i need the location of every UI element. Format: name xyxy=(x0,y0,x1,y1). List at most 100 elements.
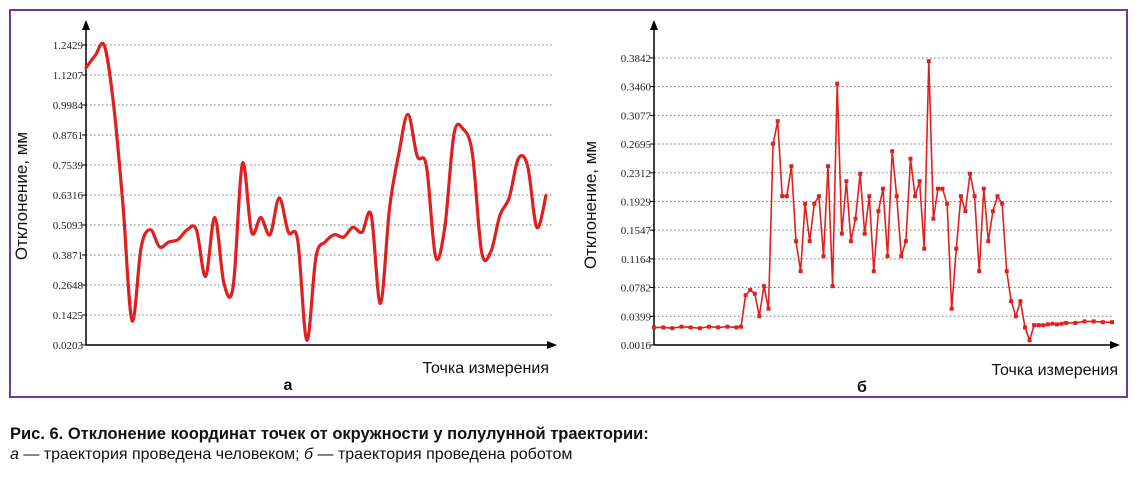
panel-label: б xyxy=(857,379,867,396)
y-tick-label: 0.2648 xyxy=(53,280,84,292)
y-axis-arrow xyxy=(82,20,90,30)
y-axis-label: Отклонение, мм xyxy=(581,141,600,269)
data-point xyxy=(881,186,885,191)
y-tick-label: 0.9984 xyxy=(53,100,84,112)
y-tick-label: 0.0203 xyxy=(53,340,84,352)
data-point xyxy=(734,325,739,330)
data-point xyxy=(780,194,785,199)
y-tick-label: 1.2429 xyxy=(53,40,84,52)
y-tick-label: 0.0782 xyxy=(621,283,651,295)
data-point xyxy=(716,325,721,330)
data-point xyxy=(894,194,899,199)
series-line xyxy=(84,41,548,342)
data-point xyxy=(899,254,904,259)
data-point xyxy=(816,194,821,199)
y-tick-label: 1.1207 xyxy=(53,70,84,82)
caption-subtitle: а — траектория проведена человеком; б — … xyxy=(10,444,1130,466)
data-point xyxy=(652,325,656,330)
data-point xyxy=(1000,201,1005,206)
data-point xyxy=(858,171,863,176)
data-point xyxy=(707,324,711,329)
data-point xyxy=(803,201,808,206)
y-tick-label: 0.1929 xyxy=(621,197,652,209)
y-tick-label: 0.3077 xyxy=(621,110,652,122)
data-point xyxy=(1009,299,1014,304)
data-point xyxy=(1110,320,1114,325)
data-point xyxy=(752,291,757,296)
y-tick-label: 0.2312 xyxy=(621,168,651,180)
data-point xyxy=(725,324,730,329)
data-point xyxy=(661,325,666,330)
y-tick-label: 0.3842 xyxy=(621,53,651,65)
data-point xyxy=(867,194,872,199)
caption-b-letter: б xyxy=(304,446,314,463)
data-point xyxy=(1050,321,1055,326)
data-point xyxy=(748,287,753,292)
data-point xyxy=(922,246,927,251)
y-tick-label: 0.8761 xyxy=(53,130,83,142)
data-point xyxy=(670,326,675,331)
x-axis-label: Точка измерения xyxy=(422,360,549,377)
chart-canvas: 0.0203 0.1425 0.2648 0.3871 0.5093 0.6316 0.75… xyxy=(12,20,1120,396)
data-point xyxy=(1027,338,1032,343)
y-tick-label: 0.1547 xyxy=(621,225,652,237)
y-tick-label: 0.1425 xyxy=(53,310,84,322)
data-point xyxy=(1100,320,1105,325)
data-point xyxy=(775,119,780,124)
data-point xyxy=(949,306,954,311)
data-point xyxy=(1055,322,1059,327)
data-point xyxy=(1045,322,1050,327)
data-point xyxy=(1082,319,1087,324)
panel-label: а xyxy=(284,377,293,394)
data-point xyxy=(917,179,922,184)
data-point xyxy=(1004,269,1009,274)
data-point xyxy=(940,186,945,191)
data-point xyxy=(990,209,995,214)
data-point xyxy=(968,171,972,176)
data-point xyxy=(1036,323,1041,328)
data-point xyxy=(945,201,950,206)
data-point xyxy=(784,194,789,199)
data-point xyxy=(766,306,771,311)
x-axis-arrow xyxy=(1110,341,1120,349)
data-point xyxy=(812,201,817,206)
data-point xyxy=(1041,323,1046,328)
y-tick-label: 0.3460 xyxy=(621,82,652,94)
data-point xyxy=(1013,314,1018,319)
caption-a-text: — траектория проведена человеком; xyxy=(18,446,305,463)
data-point xyxy=(794,239,798,244)
data-point xyxy=(876,209,881,214)
y-axis-arrow xyxy=(650,20,658,30)
caption-b-text: — траектория проведена роботом xyxy=(313,446,573,463)
data-point xyxy=(908,156,913,161)
y-tick-label: 0.5093 xyxy=(53,220,84,232)
data-point xyxy=(1091,319,1096,324)
data-point xyxy=(835,81,840,86)
data-point xyxy=(739,324,743,329)
data-point xyxy=(890,149,895,154)
data-point xyxy=(844,179,849,184)
y-tick-label: 0.0399 xyxy=(621,311,652,323)
caption-title: Рис. 6. Отклонение координат точек от ок… xyxy=(10,425,649,443)
data-point xyxy=(981,186,986,191)
data-point xyxy=(977,269,982,274)
data-point xyxy=(1023,325,1027,330)
data-point xyxy=(913,194,918,199)
data-point xyxy=(826,164,830,169)
data-point xyxy=(885,254,890,259)
chart-panel-a: 0.0203 0.1425 0.2648 0.3871 0.5093 0.6316 0.75… xyxy=(12,20,557,394)
data-point xyxy=(848,239,853,244)
data-point xyxy=(1018,299,1023,304)
data-point xyxy=(821,254,826,259)
data-point xyxy=(830,284,835,289)
data-point xyxy=(1059,321,1064,326)
data-point xyxy=(789,164,794,169)
data-point xyxy=(936,186,940,191)
data-point xyxy=(697,326,702,331)
chart-panel-b: 0.0016 0.0399 0.0782 0.1164 0.1547 0.1929 0.23… xyxy=(581,20,1120,396)
data-point xyxy=(1064,320,1069,325)
data-point xyxy=(679,324,684,329)
figure-frame xyxy=(9,9,1128,398)
data-point xyxy=(757,314,762,319)
caption-a-letter: а xyxy=(10,446,19,463)
